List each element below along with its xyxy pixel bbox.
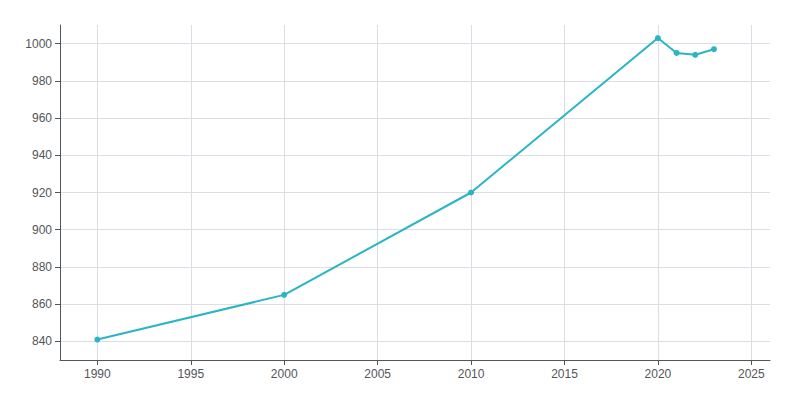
- svg-text:860: 860: [32, 297, 52, 311]
- svg-text:1990: 1990: [84, 367, 111, 381]
- svg-text:2000: 2000: [271, 367, 298, 381]
- svg-text:1000: 1000: [25, 37, 52, 51]
- svg-text:2005: 2005: [364, 367, 391, 381]
- svg-text:2020: 2020: [645, 367, 672, 381]
- svg-text:840: 840: [32, 334, 52, 348]
- svg-text:1995: 1995: [177, 367, 204, 381]
- svg-text:2015: 2015: [551, 367, 578, 381]
- svg-text:900: 900: [32, 223, 52, 237]
- svg-text:880: 880: [32, 260, 52, 274]
- svg-text:2025: 2025: [738, 367, 765, 381]
- svg-text:920: 920: [32, 186, 52, 200]
- svg-text:940: 940: [32, 148, 52, 162]
- svg-text:980: 980: [32, 74, 52, 88]
- svg-text:960: 960: [32, 111, 52, 125]
- svg-text:2010: 2010: [458, 367, 485, 381]
